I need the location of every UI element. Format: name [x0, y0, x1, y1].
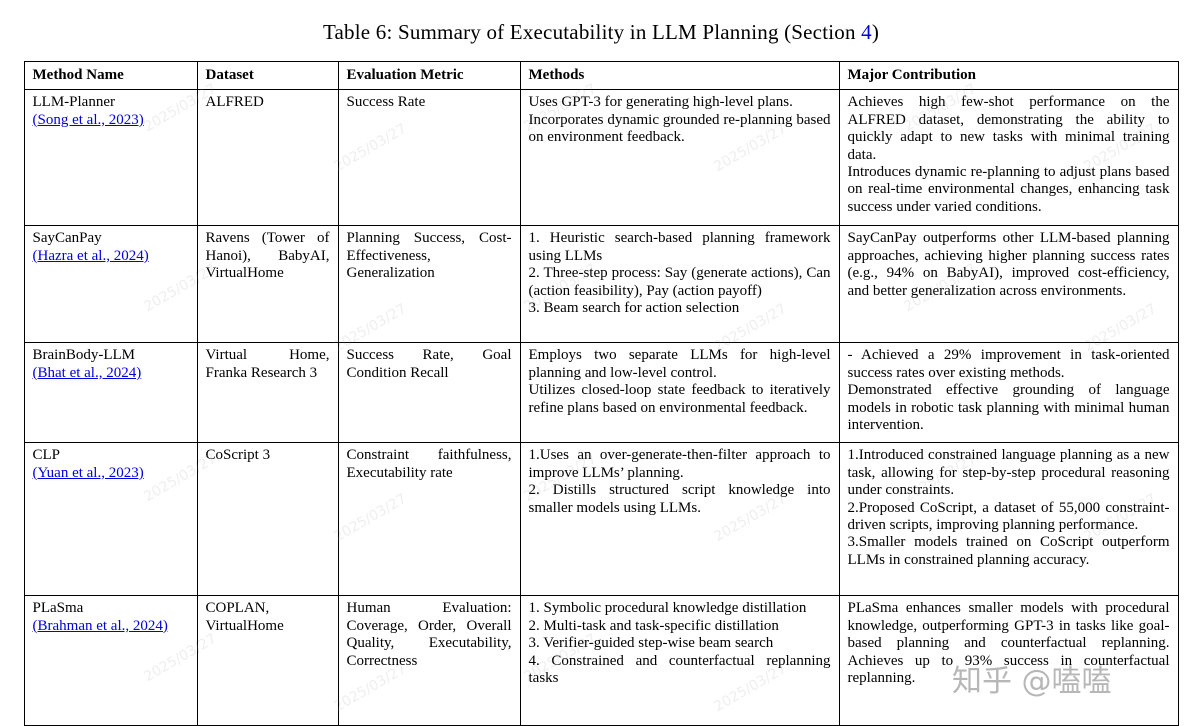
zhihu-watermark: 知乎 @嗑嗑 [952, 664, 1112, 699]
col-header-method-name: Method Name [23, 60, 198, 91]
contribution-cell: SayCanPay outperforms other LLM-based pl… [838, 225, 1179, 344]
header-row: Method Name Dataset Evaluation Metric Me… [23, 60, 1179, 91]
metric-cell: Success Rate, Goal Condition Recall [337, 342, 521, 444]
method-name: BrainBody-LLM [32, 347, 136, 364]
metric-cell: Constraint faithfulness, Executability r… [337, 442, 521, 597]
table-row: PLaSma (Brahman et al., 2024) COPLAN, Vi… [23, 595, 1179, 726]
dataset-cell: Ravens (Tower of Hanoi), BabyAI, Virtual… [196, 225, 339, 344]
table-row: SayCanPay (Hazra et al., 2024) Ravens (T… [23, 225, 1179, 344]
dataset-cell: ALFRED [196, 89, 339, 227]
metric-cell: Success Rate [337, 89, 521, 227]
method-name: SayCanPay [32, 230, 102, 247]
caption-suffix: ) [871, 20, 880, 44]
metric-cell: Human Evaluation: Coverage, Order, Overa… [337, 595, 521, 726]
method-cell: SayCanPay (Hazra et al., 2024) [23, 225, 198, 344]
table-row: CLP (Yuan et al., 2023) CoScript 3 Const… [23, 442, 1179, 597]
citation-link[interactable]: (Bhat et al., 2024) [32, 364, 142, 381]
methods-cell: Uses GPT-3 for generating high-level pla… [519, 89, 840, 227]
dataset-cell: COPLAN, VirtualHome [196, 595, 339, 726]
col-header-major-contribution: Major Contribution [838, 60, 1179, 91]
citation-link[interactable]: (Brahman et al., 2024) [32, 617, 168, 634]
contribution-cell: Achieves high few-shot performance on th… [838, 89, 1179, 227]
table-row: LLM-Planner (Song et al., 2023) ALFRED S… [23, 89, 1179, 227]
method-name: LLM-Planner [32, 94, 115, 111]
section-link[interactable]: 4 [861, 20, 872, 44]
dataset-cell: Virtual Home, Franka Research 3 [196, 342, 339, 444]
citation-link[interactable]: (Hazra et al., 2024) [32, 247, 149, 264]
col-header-dataset: Dataset [196, 60, 339, 91]
caption-text: Table 6: Summary of Executability in LLM… [322, 20, 862, 44]
metric-cell: Planning Success, Cost-Effectiveness, Ge… [337, 225, 521, 344]
method-cell: BrainBody-LLM (Bhat et al., 2024) [23, 342, 198, 444]
citation-link[interactable]: (Song et al., 2023) [32, 111, 144, 128]
method-cell: LLM-Planner (Song et al., 2023) [23, 89, 198, 227]
methods-cell: 1. Symbolic procedural knowledge distill… [519, 595, 840, 726]
method-cell: PLaSma (Brahman et al., 2024) [23, 595, 198, 726]
methods-cell: 1. Heuristic search-based planning frame… [519, 225, 840, 344]
table-row: BrainBody-LLM (Bhat et al., 2024) Virtua… [23, 342, 1179, 444]
citation-link[interactable]: (Yuan et al., 2023) [32, 464, 144, 481]
contribution-cell: 1.Introduced constrained language planni… [838, 442, 1179, 597]
methods-cell: 1.Uses an over-generate-then-filter appr… [519, 442, 840, 597]
col-header-methods: Methods [519, 60, 840, 91]
contribution-cell: - Achieved a 29% improvement in task-ori… [838, 342, 1179, 444]
method-cell: CLP (Yuan et al., 2023) [23, 442, 198, 597]
summary-table: Method Name Dataset Evaluation Metric Me… [23, 60, 1179, 726]
col-header-evaluation-metric: Evaluation Metric [337, 60, 521, 91]
method-name: PLaSma [32, 600, 84, 617]
table-caption: Table 6: Summary of Executability in LLM… [0, 0, 1202, 45]
method-name: CLP [32, 447, 61, 464]
methods-cell: Employs two separate LLMs for high-level… [519, 342, 840, 444]
contribution-cell: PLaSma enhances smaller models with proc… [838, 595, 1179, 726]
dataset-cell: CoScript 3 [196, 442, 339, 597]
